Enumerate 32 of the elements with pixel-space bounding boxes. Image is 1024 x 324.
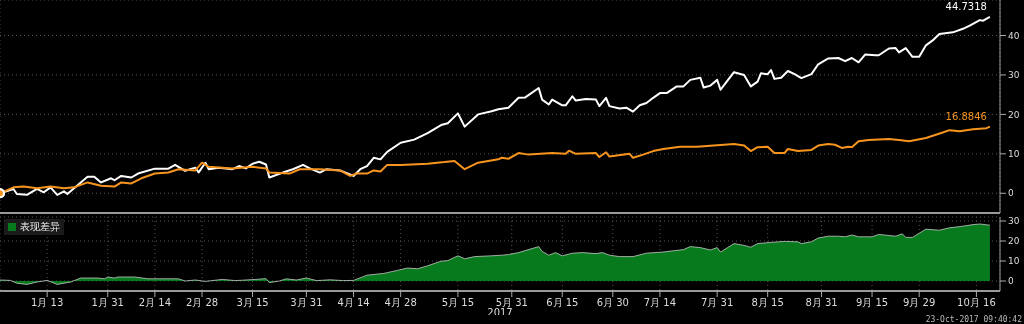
x-tick-label: 6月 30 (596, 297, 629, 309)
y-tick-label: 40 (1008, 30, 1020, 41)
y-tick-label: 30 (1008, 216, 1020, 227)
x-tick-label: 9月 29 (903, 297, 936, 309)
data-label: 16.8846 (945, 110, 987, 122)
y-tick-label: 20 (1008, 236, 1020, 247)
x-tick-label: 10月 16 (957, 297, 996, 309)
x-tick-label: 4月 28 (384, 297, 417, 309)
x-tick-label: 7月 14 (643, 297, 677, 309)
y-tick-label: 30 (1008, 70, 1020, 81)
x-tick-label: 2月 28 (185, 297, 219, 309)
text: 23-Oct-2017 09:40:42 (925, 315, 1022, 324)
data-label: 44.7318 (945, 0, 987, 12)
y-tick-label: 10 (1008, 256, 1020, 267)
x-tick-label: 1月 13 (31, 297, 64, 309)
x-tick-label: 3月 31 (290, 297, 323, 309)
y-tick-label: 20 (1008, 109, 1020, 120)
x-tick-label: 5月 31 (495, 297, 528, 309)
x-tick-label: 7月 31 (701, 297, 734, 309)
x-tick-label: 4月 14 (337, 297, 370, 309)
x-tick-label: 3月 15 (236, 297, 269, 309)
legend-label: 表现差异 (20, 221, 60, 233)
x-tick-label: 5月 15 (441, 297, 475, 309)
x-tick-label: 2月 14 (138, 297, 172, 309)
x-tick-label: 6月 15 (546, 297, 579, 309)
y-tick-label: 10 (1008, 149, 1020, 160)
y-tick-label: 0 (1008, 276, 1014, 287)
x-tick-label: 1月 31 (91, 297, 124, 309)
x-tick-label: 8月 15 (751, 297, 784, 309)
x-tick-label: 9月 15 (855, 297, 889, 309)
x-tick-label: 8月 31 (805, 297, 838, 309)
y-tick-label: 0 (1008, 188, 1014, 199)
